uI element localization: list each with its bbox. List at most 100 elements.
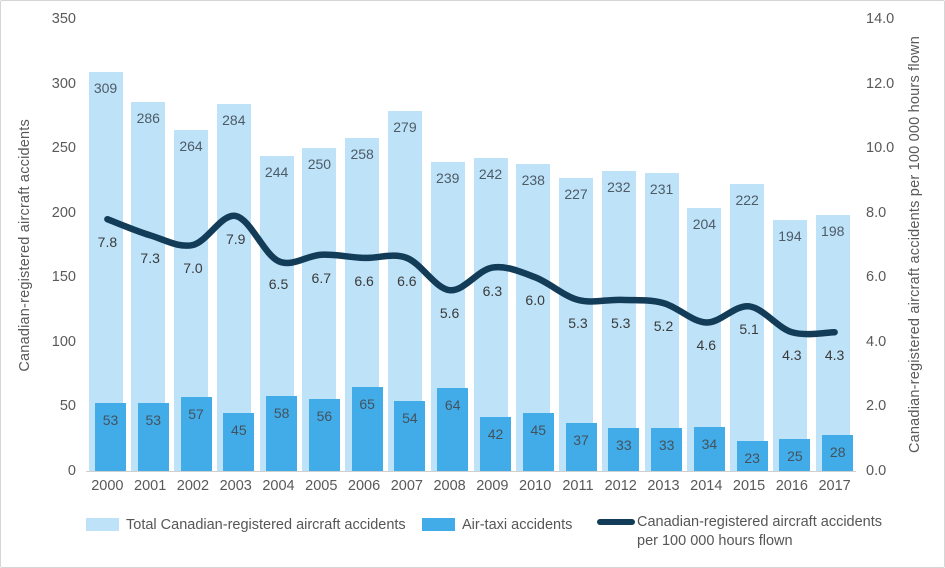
air-taxi-bar (522, 412, 554, 471)
rate-value-label: 6.5 (268, 276, 289, 293)
total-accidents-value-label: 232 (607, 179, 631, 196)
left-axis-tick: 250 (51, 140, 76, 157)
rate-value-label: 6.0 (525, 292, 545, 309)
air-taxi-value-label: 54 (402, 410, 418, 427)
total-accidents-bar (216, 104, 251, 471)
bar-swatch-icon (86, 518, 119, 531)
x-axis-label: 2014 (690, 478, 723, 494)
legend-item-air-taxi: Air-taxi accidents (422, 516, 572, 535)
x-axis-label: 2011 (562, 478, 594, 494)
right-axis-tick: 12.0 (866, 75, 895, 92)
total-accidents-bar (730, 184, 765, 471)
air-taxi-value-label: 53 (102, 411, 119, 428)
total-accidents-bar (644, 172, 679, 471)
air-taxi-value-label: 45 (231, 421, 247, 438)
x-axis-label: 2008 (433, 478, 466, 494)
air-taxi-bar (480, 416, 511, 471)
rate-value-label: 6.7 (311, 269, 331, 286)
right-axis-tick: 2.0 (866, 398, 887, 415)
total-accidents-value-label: 238 (521, 171, 545, 188)
rate-value-label: 5.2 (653, 318, 674, 335)
total-accidents-value-label: 239 (436, 170, 460, 187)
total-accidents-value-label: 264 (179, 138, 203, 155)
x-axis-label: 2016 (775, 478, 808, 494)
left-axis-tick: 300 (51, 75, 76, 92)
legend-label: Air-taxi accidents (462, 517, 573, 533)
x-axis-label: 2000 (91, 478, 124, 494)
total-accidents-value-label: 198 (821, 223, 845, 240)
x-axis-label: 2001 (134, 478, 167, 494)
total-accidents-value-label: 258 (350, 145, 374, 162)
x-axis-label: 2012 (604, 478, 637, 494)
air-taxi-value-label: 53 (145, 411, 162, 428)
bar-swatch-icon (422, 518, 455, 531)
line-swatch-icon (597, 519, 635, 525)
air-taxi-bar (565, 423, 597, 471)
rate-value-label: 7.0 (183, 260, 203, 276)
air-taxi-value-label: 23 (744, 450, 760, 467)
right-axis-tick: 10.0 (866, 140, 895, 157)
total-accidents-value-label: 279 (393, 118, 417, 135)
air-taxi-value-label: 28 (829, 443, 846, 460)
air-taxi-bar (308, 398, 340, 471)
air-taxi-value-label: 64 (444, 397, 461, 414)
air-taxi-bar (437, 388, 469, 471)
total-accidents-bar (815, 215, 850, 471)
x-axis-label: 2002 (176, 478, 210, 494)
air-taxi-bar (693, 427, 725, 471)
air-taxi-bar (351, 387, 383, 471)
x-axis-label: 2005 (305, 478, 338, 494)
x-axis-label: 2006 (347, 478, 381, 494)
right-axis-title: Canadian-registered aircraft accidents p… (907, 36, 923, 454)
total-accidents-value-label: 194 (778, 228, 802, 245)
plot-area: 309 286 264 284 244 250 258 279 239 242 238 227 232 2… (86, 19, 856, 472)
left-axis-tick: 200 (51, 204, 76, 221)
total-accidents-value-label: 286 (136, 109, 160, 126)
air-taxi-bar (608, 428, 640, 471)
air-taxi-value-label: 65 (359, 396, 375, 413)
air-taxi-bar (779, 438, 811, 471)
right-axis-tick: 0.0 (866, 463, 887, 479)
total-accidents-value-label: 244 (264, 163, 289, 180)
air-taxi-value-label: 25 (787, 447, 803, 464)
total-accidents-value-label: 231 (649, 180, 674, 197)
rate-value-label: 5.6 (439, 305, 460, 322)
legend-label: Total Canadian-registered aircraft accid… (126, 517, 406, 533)
rate-value-label: 6.3 (482, 282, 503, 299)
air-taxi-bar (180, 397, 212, 471)
air-taxi-bar (736, 441, 768, 471)
rate-value-label: 6.6 (397, 272, 417, 289)
air-taxi-bar (223, 412, 255, 471)
total-accidents-value-label: 309 (93, 79, 118, 96)
total-accidents-value-label: 284 (222, 112, 246, 129)
legend-item-total-accidents: Total Canadian-registered aircraft accid… (86, 516, 406, 535)
rate-value-label: 4.3 (782, 347, 802, 364)
left-axis-title-box: Canadian-registered aircraft accidents (14, 19, 36, 471)
rate-line (104, 212, 838, 338)
x-axis-label: 2004 (262, 478, 295, 494)
legend-item-rate-line: Canadian-registered aircraft accidents pe… (597, 513, 882, 551)
total-accidents-value-label: 250 (307, 156, 332, 173)
x-axis-label: 2017 (818, 478, 851, 494)
total-accidents-value-label: 204 (692, 215, 717, 232)
left-axis-tick: 350 (51, 11, 76, 27)
air-taxi-bar (137, 402, 169, 471)
rate-value-label: 4.6 (696, 337, 716, 354)
air-taxi-bar (394, 401, 426, 471)
x-axis-label: 2015 (732, 478, 766, 494)
right-axis-tick: 8.0 (866, 204, 887, 221)
x-axis-label: 2013 (647, 478, 680, 494)
rate-value-label: 7.8 (97, 234, 118, 251)
rate-value-label: 5.1 (739, 321, 759, 338)
right-axis-tick: 4.0 (866, 333, 887, 350)
air-taxi-value-label: 33 (616, 437, 632, 454)
right-axis-tick: 6.0 (866, 269, 887, 286)
air-taxi-value-label: 56 (316, 407, 333, 424)
rate-value-label: 6.6 (354, 272, 374, 289)
right-axis-tick: 14.0 (866, 11, 895, 27)
rate-value-label: 4.3 (824, 347, 845, 364)
total-accidents-bar (601, 171, 636, 471)
air-taxi-value-label: 45 (530, 421, 547, 438)
left-axis-tick: 0 (67, 463, 76, 479)
